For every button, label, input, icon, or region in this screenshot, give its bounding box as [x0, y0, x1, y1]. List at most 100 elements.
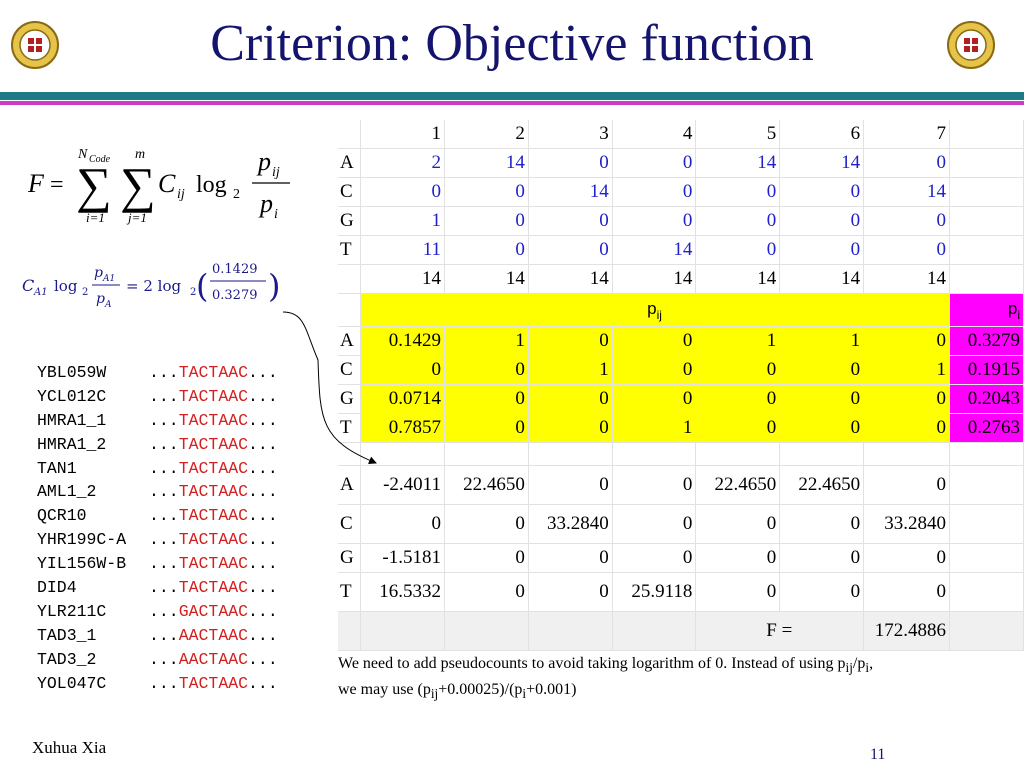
- empty-cell: [949, 177, 1024, 207]
- motif-sequence: TACTAAC: [178, 363, 249, 382]
- pi-header: pi: [949, 293, 1024, 327]
- gene-row: HMRA1_1 ...TACTAAC...: [37, 409, 278, 433]
- score-cell: 0: [612, 543, 697, 573]
- formula-c: C: [158, 169, 176, 198]
- score-cell: 0: [779, 572, 865, 612]
- score-cell: 22.4650: [444, 465, 529, 505]
- frequency-cell: 0: [695, 355, 781, 385]
- spacer-row: [338, 442, 1024, 466]
- frequency-cell: 1: [444, 326, 529, 356]
- sum2-top: m: [135, 147, 145, 162]
- score-cell: 0: [863, 465, 950, 505]
- seq-suffix: ...: [248, 625, 278, 645]
- gene-name: TAN1: [37, 458, 77, 478]
- gene-name: HMRA1_2: [37, 434, 107, 454]
- frequency-row: G 0.0714 0 0 0 0 0 0 0.2043: [338, 384, 1024, 414]
- score-cell: 0: [612, 504, 697, 544]
- background-freq-cell: 0.1915: [949, 355, 1024, 385]
- empty-cell: [949, 442, 1024, 466]
- formula-lhs: F: [28, 169, 45, 198]
- base-label: C: [338, 177, 362, 207]
- svg-text:0.3279: 0.3279: [212, 288, 258, 303]
- score-cell: 0: [779, 543, 865, 573]
- gene-name: TAD3_2: [37, 649, 97, 669]
- count-cell: 0: [863, 148, 950, 178]
- seq-prefix: ...: [149, 601, 179, 621]
- count-cell: 14: [612, 235, 697, 265]
- total-cell: 14: [360, 264, 445, 294]
- pij-header-row: pij pi: [338, 293, 1024, 327]
- count-cell: 14: [695, 148, 781, 178]
- motif-sequence: TACTAAC: [178, 578, 249, 598]
- empty-cell: [444, 442, 529, 466]
- gene-row: YBL059W ...TACTAAC...: [37, 361, 278, 385]
- formula-num: p: [256, 147, 271, 176]
- empty-cell: [360, 611, 445, 651]
- empty-cell: [338, 442, 362, 466]
- pij-header: pij: [360, 293, 950, 327]
- empty-cell: [612, 442, 697, 466]
- gene-name: YCL012C: [37, 386, 107, 406]
- empty-cell: [949, 264, 1024, 294]
- formula-c-sub: ij: [177, 187, 185, 202]
- count-cell: 0: [695, 177, 781, 207]
- empty-cell: [779, 442, 865, 466]
- seq-suffix: ...: [248, 386, 278, 406]
- gene-row: YIL156W-B ...TACTAAC...: [37, 552, 278, 576]
- score-cell: 16.5332: [360, 572, 445, 612]
- gene-row: YLR211C ...GACTAAC...: [37, 600, 278, 624]
- empty-cell: [695, 442, 781, 466]
- count-row: T 11 0 0 14 0 0 0: [338, 235, 1024, 265]
- sum1-bottom: i=1: [86, 210, 105, 225]
- count-cell: 0: [779, 177, 865, 207]
- motif-sequence: TACTAAC: [178, 506, 249, 526]
- f-label: F =: [695, 611, 865, 651]
- gene-name: DID4: [37, 578, 77, 598]
- example-formula: C A1 log 2 p A1 p A = 2 log 2 ( 0.1429 0…: [22, 262, 280, 310]
- svg-text:p: p: [94, 265, 103, 281]
- score-cell: 33.2840: [863, 504, 950, 544]
- motif-sequence: TACTAAC: [178, 434, 249, 454]
- score-cell: 0: [779, 504, 865, 544]
- base-label: T: [338, 413, 362, 443]
- empty-cell: [949, 465, 1024, 505]
- total-cell: 14: [444, 264, 529, 294]
- total-cell: 14: [528, 264, 613, 294]
- seq-suffix: ...: [248, 482, 278, 502]
- frequency-cell: 0.0714: [360, 384, 445, 414]
- background-freq-cell: 0.2043: [949, 384, 1024, 414]
- seq-suffix: ...: [248, 530, 278, 550]
- total-cell: 14: [779, 264, 865, 294]
- seq-prefix: ...: [149, 673, 179, 693]
- gene-row: YHR199C-A ...TACTAAC...: [37, 528, 278, 552]
- frequency-cell: 0: [528, 413, 613, 443]
- motif-sequence: TACTAAC: [178, 554, 249, 574]
- count-cell: 0: [528, 148, 613, 178]
- gene-row: QCR10 ...TACTAAC...: [37, 504, 278, 528]
- count-cell: 2: [360, 148, 445, 178]
- gene-sequence-list: YBL059W ...TACTAAC... YCL012C ...TACTAAC...…: [37, 361, 278, 695]
- frequency-row: C 0 0 1 0 0 0 1 0.1915: [338, 355, 1024, 385]
- seq-suffix: ...: [248, 673, 278, 693]
- score-cell: 33.2840: [528, 504, 613, 544]
- score-row: C 0 0 33.2840 0 0 0 33.2840: [338, 504, 1024, 544]
- frequency-cell: 0: [863, 384, 950, 414]
- position-header: 3: [528, 120, 613, 149]
- frequency-cell: 0: [612, 384, 697, 414]
- seq-prefix: ...: [149, 386, 179, 406]
- frequency-cell: 0: [695, 413, 781, 443]
- frequency-row: T 0.7857 0 0 1 0 0 0 0.2763: [338, 413, 1024, 443]
- frequency-cell: 0: [779, 384, 865, 414]
- count-row: A 2 14 0 0 14 14 0: [338, 148, 1024, 178]
- empty-cell: [949, 148, 1024, 178]
- frequency-cell: 0: [779, 413, 865, 443]
- count-cell: 14: [444, 148, 529, 178]
- seq-prefix: ...: [149, 410, 179, 430]
- empty-cell: [949, 504, 1024, 544]
- total-row: 14 14 14 14 14 14 14: [338, 264, 1024, 294]
- seq-prefix: ...: [149, 434, 179, 454]
- base-label: G: [338, 543, 362, 573]
- frequency-cell: 0: [863, 326, 950, 356]
